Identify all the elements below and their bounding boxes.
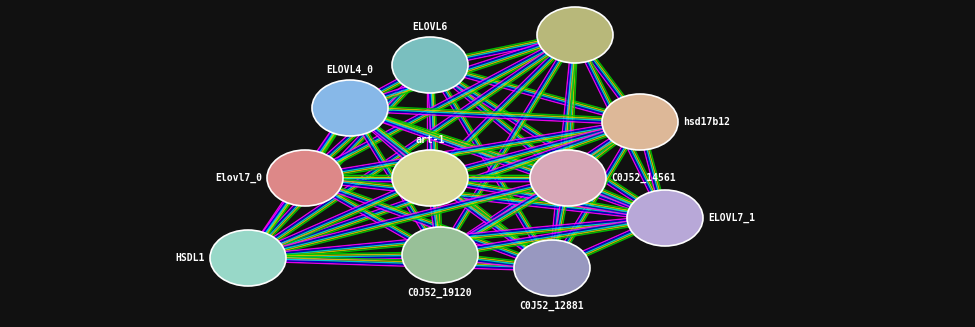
Text: ELOVL4_0: ELOVL4_0	[327, 65, 373, 75]
Text: Elovl7_0: Elovl7_0	[215, 173, 262, 183]
Ellipse shape	[392, 37, 468, 93]
Ellipse shape	[514, 240, 590, 296]
Text: C0J52_19120: C0J52_19120	[408, 288, 472, 298]
Text: C0J52_14561: C0J52_14561	[611, 173, 676, 183]
Ellipse shape	[402, 227, 478, 283]
Text: art-1: art-1	[415, 135, 445, 145]
Ellipse shape	[530, 150, 606, 206]
Text: ELOVL6: ELOVL6	[412, 22, 448, 32]
Text: C0J52_12881: C0J52_12881	[520, 301, 584, 311]
Ellipse shape	[602, 94, 678, 150]
Ellipse shape	[312, 80, 388, 136]
Ellipse shape	[537, 7, 613, 63]
Ellipse shape	[210, 230, 286, 286]
Text: HSDL1: HSDL1	[176, 253, 205, 263]
Text: hsd17b12: hsd17b12	[683, 117, 730, 127]
Ellipse shape	[627, 190, 703, 246]
Text: HSD17B12: HSD17B12	[552, 0, 599, 2]
Ellipse shape	[392, 150, 468, 206]
Ellipse shape	[267, 150, 343, 206]
Text: ELOVL7_1: ELOVL7_1	[708, 213, 755, 223]
